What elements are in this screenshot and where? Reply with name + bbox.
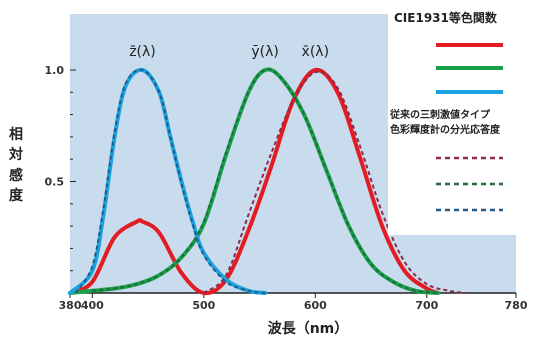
svg-text:相: 相 — [9, 126, 23, 143]
x-tick-label: 400 — [81, 299, 104, 312]
curve-label-2: x̄(λ) — [302, 44, 330, 60]
legend: CIE1931等色関数 従来の三刺激値タイプ 色彩輝度計の分光応答度 — [388, 0, 538, 235]
curve-label-1: ȳ(λ) — [251, 44, 279, 60]
svg-text:度: 度 — [9, 187, 24, 204]
x-tick-label: 700 — [415, 299, 438, 312]
x-axis-label: 波長（nm） — [268, 320, 349, 337]
svg-text:対: 対 — [8, 146, 23, 163]
x-tick-label: 780 — [505, 299, 528, 312]
x-tick-label: 380 — [59, 299, 82, 312]
x-tick-label: 600 — [304, 299, 327, 312]
y-axis-label: 相 対 感 度 — [8, 126, 24, 204]
legend-subtitle-line-2: 色彩輝度計の分光応答度 — [390, 123, 501, 136]
curve-label-0: z̄(λ) — [129, 44, 156, 60]
svg-text:感: 感 — [9, 167, 23, 184]
y-tick-label: 0.5 — [45, 176, 65, 189]
legend-subtitle-line-1: 従来の三刺激値タイプ — [389, 108, 491, 121]
x-tick-label: 500 — [192, 299, 215, 312]
y-tick-label: 1.0 — [45, 64, 65, 77]
legend-title: CIE1931等色関数 — [394, 10, 498, 25]
